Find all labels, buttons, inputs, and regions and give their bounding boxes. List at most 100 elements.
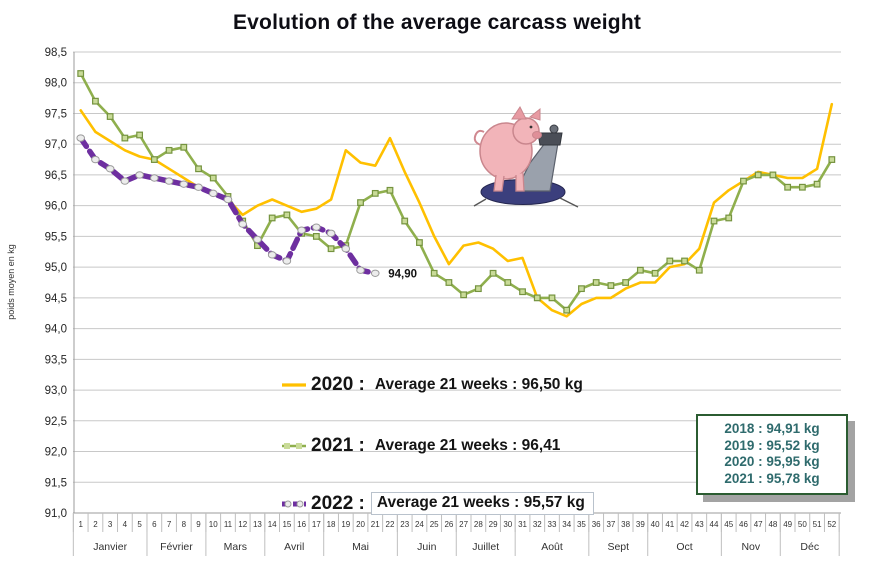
week-tick-label: 4 [123,520,128,529]
series-2021-marker [150,156,158,163]
legend-year-2020: 2020 : [311,374,365,395]
series-2021-marker [578,285,585,293]
chart-title: Evolution of the average carcass weight [232,11,642,34]
series-2021-marker [386,186,394,194]
series-2022-marker [179,180,189,188]
series-2021-marker [740,177,747,185]
series-2021-marker [798,183,806,191]
series-2022-marker [150,174,159,182]
series-2021-marker [754,171,762,179]
series-2021-marker [445,279,453,286]
series-2021-marker [165,146,173,154]
legend-swatch-2021-line [282,443,306,449]
series-2022-marker [297,226,306,234]
y-tick-label: 91,0 [45,508,67,520]
series-2022-marker [282,257,292,265]
month-label: Mai [352,541,369,553]
series-2022-marker [91,155,100,164]
series-2022-marker [370,269,380,277]
week-tick-label: 31 [518,520,527,529]
month-label: Nov [741,541,760,553]
y-tick-label: 96,5 [45,170,67,182]
week-tick-label: 12 [238,520,247,529]
series-2022-marker [267,251,277,259]
y-tick-label: 94,5 [45,293,67,305]
series-2021-marker [371,189,379,197]
month-label: Sept [607,541,629,553]
series-2021-marker [548,294,556,302]
week-tick-label: 6 [152,520,157,529]
series-2021-marker [607,282,615,289]
series-2021-marker [77,70,85,77]
series-2021-marker [357,199,364,206]
week-tick-label: 28 [474,520,483,529]
series-2021-marker [180,143,188,151]
week-tick-label: 29 [489,520,498,529]
legend-row-2021: 2021 : Average 21 weeks : 96,41 [281,435,560,457]
week-tick-label: 22 [386,520,395,529]
legend-text-2021: Average 21 weeks : 96,41 [374,437,561,454]
week-tick-label: 24 [415,520,424,529]
series-2021-marker [710,217,718,225]
week-tick-label: 9 [196,520,201,529]
series-2021-marker [460,291,468,299]
series-2021-marker [327,245,335,253]
week-tick-label: 50 [798,520,807,529]
series-2021-marker [592,279,600,286]
week-tick-label: 13 [253,520,262,529]
legend-swatch-2022-line [282,500,306,507]
y-tick-label: 93,5 [45,354,67,366]
series-2022-marker [223,195,233,204]
series-2022-marker [238,220,248,228]
series-2020-line [79,102,834,318]
week-tick-label: 46 [739,520,748,529]
series-2021-marker [209,174,217,182]
y-tick-label: 98,5 [45,47,67,59]
series-2021-marker [136,131,144,139]
avg-2020: 2020 : 95,95 kg [724,454,820,469]
avg-2021: 2021 : 95,78 kg [724,470,820,486]
series-2022-marker [208,189,218,198]
series-2022-marker [253,235,262,244]
series-2021-marker [504,279,512,286]
series-2021-marker [106,113,114,120]
legend-year-2022: 2022 : [311,492,365,514]
month-label: Février [160,541,193,553]
week-tick-label: 38 [621,520,630,529]
series-2022-marker [326,229,336,238]
week-tick-label: 27 [459,520,468,529]
y-tick-label: 95,5 [45,231,67,243]
series-2021-marker [651,269,659,277]
series-2021-marker [695,266,703,274]
y-tick-label: 98,0 [45,78,67,90]
series-2022-marker [341,244,351,253]
y-axis-tick-labels: 98,5 98,0 97,5 97,0 96,5 96,0 95,5 95,0 94,5 94,0… [45,47,67,520]
week-tick-label: 3 [108,520,113,529]
week-tick-label: 36 [592,520,601,529]
week-tick-label: 17 [312,520,321,529]
y-tick-label: 96,0 [45,201,67,213]
month-label: Oct [676,541,692,553]
y-tick-label: 97,0 [45,139,67,151]
series-2021-marker [666,257,674,265]
series-2022-marker [164,177,174,185]
series-2021-marker [401,217,409,225]
week-tick-label: 8 [182,520,187,529]
legend-year-2021: 2021 : [311,435,365,456]
month-label: Mars [224,541,247,553]
y-tick-label: 94,0 [45,324,67,336]
legend-row-2020: 2020 : Average 21 weeks : 96,50 kg [281,374,583,396]
month-label: Août [541,541,563,553]
week-tick-label: 15 [282,520,291,529]
series-2021-marker [769,171,777,179]
series-2022-marker [356,266,365,274]
x-axis-week-labels: 1 2 3 4 5 6 7 8 9 10 11 12 13 14 15 16 17 18 19 20 21 22 23 24 2… [72,513,840,532]
week-tick-label: 11 [224,520,233,529]
last-point-value-label: 94,90 [388,268,417,280]
week-tick-label: 49 [783,520,792,529]
week-tick-label: 7 [167,520,172,529]
x-axis-month-labels: Janvier Février Mars Avril Mai Juin Juillet Aoû… [72,513,840,556]
series-2021-marker [121,134,129,142]
legend-swatch-2020-line [282,383,306,387]
series-2021 [77,70,836,314]
